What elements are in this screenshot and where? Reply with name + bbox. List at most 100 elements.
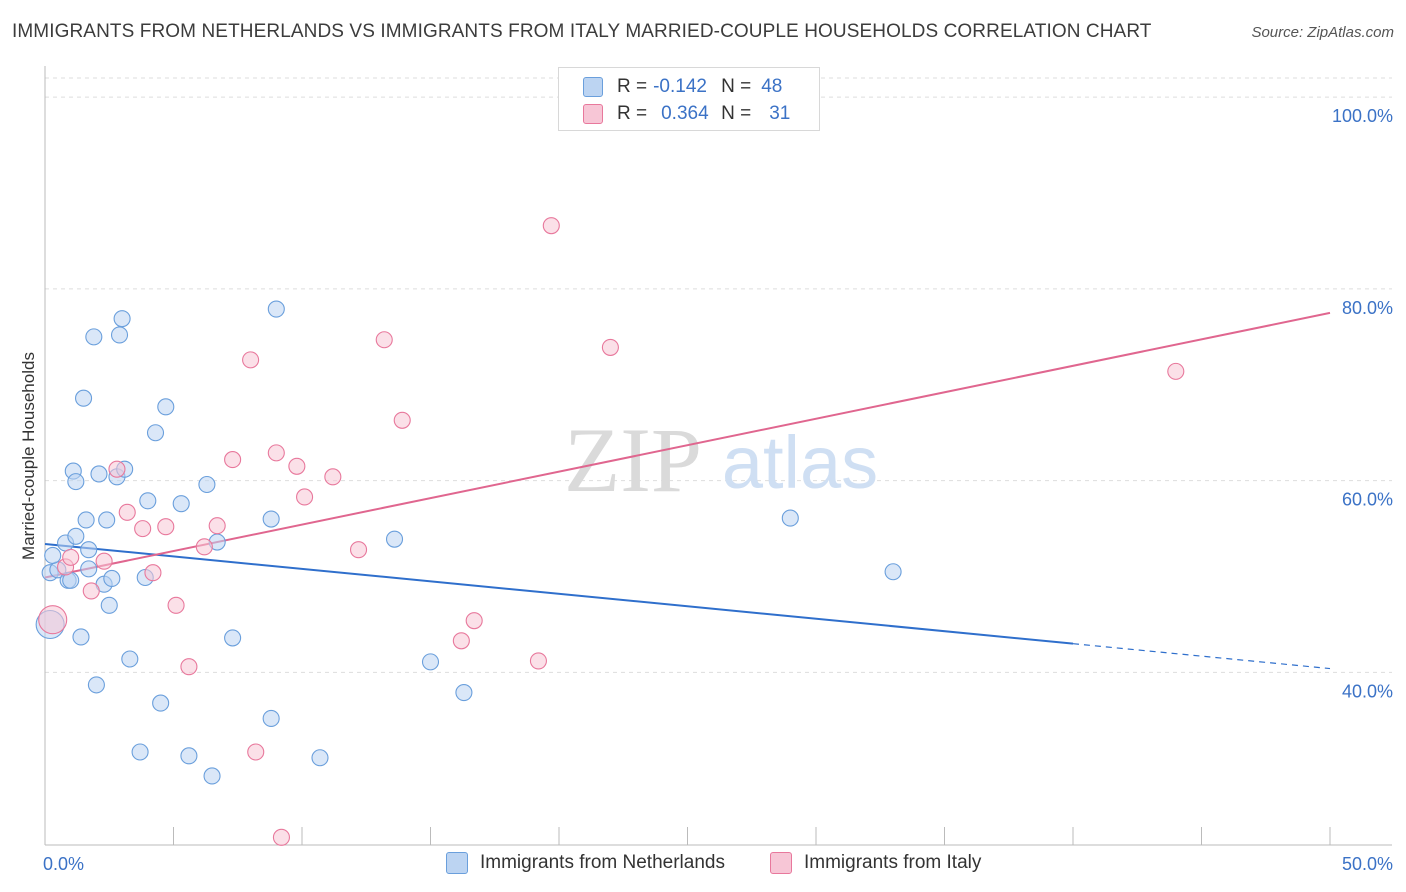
point-italy-28 xyxy=(542,217,560,235)
trend-lines xyxy=(44,311,1331,670)
point-italy-22 xyxy=(349,541,368,559)
point-netherlands-17 xyxy=(100,596,118,614)
point-netherlands-42 xyxy=(455,684,473,702)
n-value-italy: 31 xyxy=(769,103,791,124)
point-netherlands-33 xyxy=(203,767,221,785)
point-italy-19 xyxy=(288,457,306,475)
point-italy-26 xyxy=(465,612,483,630)
point-netherlands-32 xyxy=(198,475,216,494)
point-italy-29 xyxy=(601,338,619,356)
point-italy-27 xyxy=(529,652,547,670)
point-italy-17 xyxy=(267,444,285,462)
point-netherlands-35 xyxy=(224,629,242,647)
r-label: R = xyxy=(617,103,648,124)
point-netherlands-10 xyxy=(77,511,95,529)
point-netherlands-14 xyxy=(90,465,108,483)
italy-legend-label: Immigrants from Italy xyxy=(804,852,982,873)
r-value-italy: 0.364 xyxy=(661,103,709,124)
point-italy-15 xyxy=(242,351,260,369)
axes xyxy=(44,66,1392,846)
point-netherlands-11 xyxy=(80,541,98,559)
point-netherlands-8 xyxy=(67,473,85,491)
netherlands-legend-swatch xyxy=(446,852,468,874)
y-tick-label-2: 80.0% xyxy=(1342,298,1393,318)
stats-legend: R = -0.142 N = 48 R = 0.364 N = 31 xyxy=(558,67,820,131)
italy-swatch xyxy=(583,104,603,124)
trend-line-0 xyxy=(44,542,1074,645)
point-netherlands-40 xyxy=(385,530,404,548)
point-italy-14 xyxy=(224,451,242,469)
point-italy-7 xyxy=(134,520,152,538)
n-label: N = xyxy=(721,103,752,124)
point-netherlands-9 xyxy=(75,389,93,407)
point-italy-13 xyxy=(208,517,226,535)
legend-row-netherlands: R = -0.142 N = 48 xyxy=(583,74,782,100)
italy-legend-swatch xyxy=(770,852,792,874)
n-value-netherlands: 48 xyxy=(761,76,783,97)
point-italy-6 xyxy=(118,503,136,521)
point-italy-9 xyxy=(157,518,175,536)
trend-line-ext-0 xyxy=(1072,643,1331,670)
gridlines xyxy=(45,77,1392,673)
point-netherlands-12 xyxy=(80,560,98,578)
point-netherlands-37 xyxy=(262,709,280,727)
point-netherlands-16 xyxy=(98,511,116,529)
y-axis-label: Married-couple Households xyxy=(19,352,38,560)
point-netherlands-36 xyxy=(262,510,280,528)
point-italy-25 xyxy=(452,632,470,650)
watermark: ZIP atlas xyxy=(564,409,878,511)
point-italy-10 xyxy=(167,596,185,614)
point-netherlands-29 xyxy=(157,398,175,416)
point-netherlands-46 xyxy=(87,676,105,694)
point-netherlands-18 xyxy=(103,569,121,588)
point-netherlands-20 xyxy=(110,326,129,344)
trend-line-1 xyxy=(44,311,1331,579)
point-netherlands-31 xyxy=(180,747,198,765)
legend-item-italy[interactable]: Immigrants from Italy xyxy=(770,852,981,874)
point-italy-2 xyxy=(62,548,80,566)
tick-labels: 40.0% 60.0% 80.0% 100.0% 0.0% 50.0% xyxy=(43,106,1393,874)
point-netherlands-38 xyxy=(267,300,285,318)
point-netherlands-41 xyxy=(421,653,440,671)
point-netherlands-23 xyxy=(121,650,139,668)
point-italy-30 xyxy=(1167,362,1185,380)
x-tick-label-1: 50.0% xyxy=(1342,854,1393,874)
point-italy-0 xyxy=(38,605,68,635)
point-italy-4 xyxy=(95,552,113,570)
point-netherlands-13 xyxy=(85,328,103,346)
point-italy-21 xyxy=(324,468,342,486)
x-tick-label-0: 0.0% xyxy=(43,854,84,874)
legend-row-italy: R = 0.364 N = 31 xyxy=(583,101,790,127)
point-italy-8 xyxy=(144,564,162,582)
point-netherlands-3 xyxy=(44,546,62,565)
point-italy-3 xyxy=(82,582,100,600)
source-credit: Source: ZipAtlas.com xyxy=(1251,24,1394,41)
point-italy-11 xyxy=(180,658,198,676)
chart-title: IMMIGRANTS FROM NETHERLANDS VS IMMIGRANT… xyxy=(12,21,1152,42)
point-netherlands-5 xyxy=(67,527,85,545)
netherlands-legend-label: Immigrants from Netherlands xyxy=(480,852,725,873)
watermark-atlas: atlas xyxy=(722,421,878,504)
legend-item-netherlands[interactable]: Immigrants from Netherlands xyxy=(446,852,725,874)
point-netherlands-24 xyxy=(131,743,149,761)
point-italy-18 xyxy=(272,828,290,846)
y-tick-label-0: 40.0% xyxy=(1342,681,1393,701)
point-netherlands-39 xyxy=(311,749,329,767)
point-italy-5 xyxy=(108,460,126,478)
netherlands-swatch xyxy=(583,77,603,97)
r-value-netherlands: -0.142 xyxy=(653,76,707,97)
data-points xyxy=(35,217,1185,846)
point-italy-16 xyxy=(247,743,265,761)
point-netherlands-30 xyxy=(172,495,190,513)
point-italy-12 xyxy=(195,538,213,556)
y-tick-label-3: 100.0% xyxy=(1332,106,1393,126)
point-netherlands-45 xyxy=(72,628,90,646)
point-netherlands-44 xyxy=(884,563,902,581)
point-italy-23 xyxy=(375,331,393,349)
point-netherlands-27 xyxy=(146,424,165,442)
r-label: R = xyxy=(617,76,648,97)
point-italy-24 xyxy=(393,411,411,429)
point-netherlands-28 xyxy=(152,694,170,712)
n-label: N = xyxy=(721,76,752,97)
